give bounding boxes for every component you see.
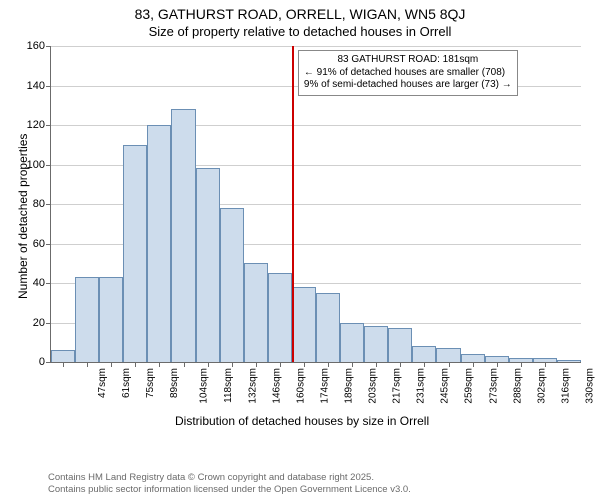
ytick-mark [46,323,51,324]
xtick-label: 231sqm [416,368,427,404]
xtick-mark [256,362,257,367]
footer-attribution: Contains HM Land Registry data © Crown c… [48,472,411,496]
annotation-heading: 83 GATHURST ROAD: 181sqm [304,54,512,67]
ytick-label: 0 [17,356,45,368]
histogram-bar [51,350,75,362]
xtick-mark [111,362,112,367]
xtick-label: 288sqm [512,368,523,404]
histogram-bar [196,168,220,362]
xtick-label: 217sqm [392,368,403,404]
xtick-mark [400,362,401,367]
xtick-mark [376,362,377,367]
histogram-bar [292,287,316,362]
ytick-label: 120 [17,119,45,131]
gridline-h [51,46,581,47]
xtick-mark [545,362,546,367]
xtick-mark [63,362,64,367]
chart-container: 02040608010012014016047sqm61sqm75sqm89sq… [0,40,600,460]
histogram-bar [220,208,244,362]
x-axis-label: Distribution of detached houses by size … [175,414,429,428]
ytick-mark [46,86,51,87]
histogram-bar [340,323,364,363]
reference-line [292,46,294,362]
xtick-label: 245sqm [440,368,451,404]
chart-title-line2: Size of property relative to detached ho… [0,24,600,40]
xtick-label: 189sqm [344,368,355,404]
chart-title-block: 83, GATHURST ROAD, ORRELL, WIGAN, WN5 8Q… [0,0,600,40]
xtick-mark [280,362,281,367]
xtick-mark [473,362,474,367]
xtick-label: 174sqm [319,368,330,404]
xtick-mark [135,362,136,367]
histogram-bar [99,277,123,362]
gridline-h [51,125,581,126]
histogram-bar [244,263,268,362]
footer-line1: Contains HM Land Registry data © Crown c… [48,472,411,484]
xtick-label: 302sqm [536,368,547,404]
histogram-bar [364,326,388,362]
xtick-label: 89sqm [169,368,180,398]
ytick-label: 20 [17,317,45,329]
xtick-mark [424,362,425,367]
footer-line2: Contains public sector information licen… [48,484,411,496]
xtick-label: 47sqm [97,368,108,398]
ytick-mark [46,46,51,47]
xtick-mark [184,362,185,367]
xtick-label: 273sqm [488,368,499,404]
histogram-bar [75,277,99,362]
xtick-mark [232,362,233,367]
xtick-mark [328,362,329,367]
xtick-label: 259sqm [464,368,475,404]
xtick-label: 132sqm [247,368,258,404]
histogram-bar [436,348,460,362]
histogram-bar [171,109,195,362]
histogram-bar [268,273,292,362]
y-axis-label: Number of detached properties [16,134,30,299]
xtick-label: 330sqm [584,368,595,404]
xtick-label: 316sqm [560,368,571,404]
ytick-mark [46,283,51,284]
xtick-mark [497,362,498,367]
histogram-bar [316,293,340,362]
xtick-mark [521,362,522,367]
histogram-bar [461,354,485,362]
xtick-label: 118sqm [222,368,233,403]
ytick-mark [46,165,51,166]
chart-title-line1: 83, GATHURST ROAD, ORRELL, WIGAN, WN5 8Q… [0,6,600,24]
xtick-label: 104sqm [199,368,210,404]
xtick-mark [208,362,209,367]
histogram-bar [557,360,581,362]
histogram-bar [123,145,147,362]
xtick-label: 203sqm [368,368,379,404]
ytick-label: 160 [17,40,45,52]
xtick-label: 61sqm [121,368,132,398]
ytick-mark [46,125,51,126]
xtick-mark [304,362,305,367]
xtick-mark [449,362,450,367]
annotation-box: 83 GATHURST ROAD: 181sqm← 91% of detache… [298,50,518,96]
xtick-mark [87,362,88,367]
xtick-mark [159,362,160,367]
xtick-label: 146sqm [271,368,282,404]
ytick-mark [46,244,51,245]
annotation-line2: 9% of semi-detached houses are larger (7… [304,79,512,92]
histogram-bar [412,346,436,362]
xtick-label: 160sqm [295,368,306,404]
annotation-line1: ← 91% of detached houses are smaller (70… [304,67,512,80]
xtick-label: 75sqm [145,368,156,398]
ytick-mark [46,362,51,363]
ytick-label: 140 [17,80,45,92]
ytick-mark [46,204,51,205]
histogram-bar [388,328,412,362]
plot-area: 02040608010012014016047sqm61sqm75sqm89sq… [50,46,581,363]
histogram-bar [147,125,171,362]
xtick-mark [352,362,353,367]
